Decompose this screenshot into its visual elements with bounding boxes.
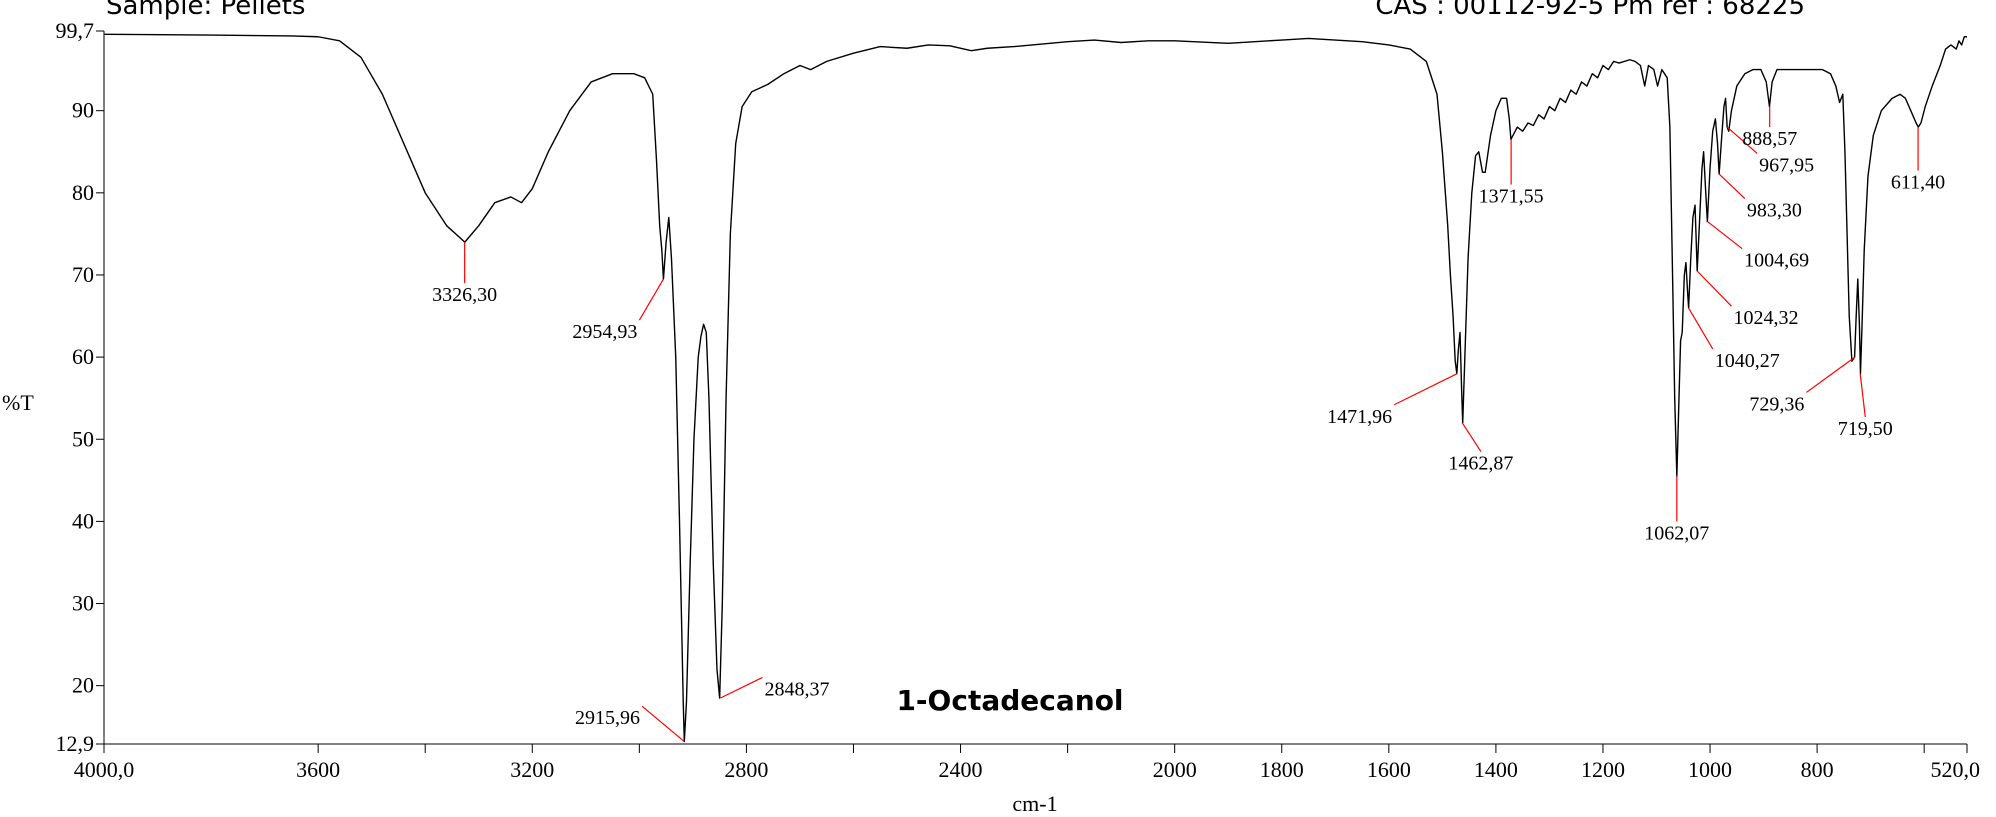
- peak-label: 1062,07: [1644, 522, 1709, 544]
- x-axis-label: cm-1: [1012, 791, 1057, 816]
- peak-label: 888,57: [1742, 128, 1797, 150]
- peak-label: 2848,37: [764, 678, 829, 700]
- y-tick-label: 80: [72, 180, 94, 205]
- x-tick-label: 1400: [1474, 757, 1518, 782]
- y-axis-ticks: 99,7 90 80 70 60 50 40 30 20 12,9: [56, 18, 104, 756]
- y-tick-label: 99,7: [56, 18, 95, 43]
- peak-label: 729,36: [1749, 393, 1804, 415]
- x-tick-label: 3200: [510, 757, 554, 782]
- x-tick-label: 2400: [939, 757, 983, 782]
- peak-label: 1471,96: [1327, 406, 1392, 428]
- peak-annotations: 3326,30 2954,93 2915,96 2848,37 1471,96 1462,…: [432, 106, 1945, 742]
- x-axis-ticks: 4000,0 3600 3200 2800 2400 2000 1800 1600 1400 12…: [74, 744, 1980, 782]
- peak-leader-line: [1806, 356, 1856, 393]
- peak-leader-line: [1707, 221, 1743, 250]
- y-tick-label: 20: [72, 673, 94, 698]
- y-tick-label: 40: [72, 508, 94, 533]
- x-tick-label: 2000: [1153, 757, 1197, 782]
- peak-leader-line: [720, 676, 763, 699]
- peak-leader-line: [1726, 126, 1758, 154]
- y-tick-label: 60: [72, 344, 94, 369]
- x-tick-label: 1200: [1581, 757, 1625, 782]
- peak-label: 3326,30: [432, 284, 497, 306]
- chart-title: 1-Octadecanol: [896, 684, 1123, 717]
- reference-label: CAS : 00112-92-5 Pm ref : 68225: [1375, 0, 1805, 21]
- peak-label: 983,30: [1747, 200, 1802, 222]
- peak-label: 611,40: [1891, 172, 1945, 194]
- y-tick-label: 70: [72, 262, 94, 287]
- x-tick-label: 1600: [1367, 757, 1411, 782]
- y-tick-label: 90: [72, 98, 94, 123]
- peak-label: 1462,87: [1448, 453, 1513, 475]
- spectrum-line: [103, 33, 1967, 743]
- x-tick-label: 4000,0: [74, 757, 135, 782]
- y-tick-label: 50: [72, 426, 94, 451]
- peak-label: 1040,27: [1715, 350, 1780, 372]
- peak-label: 1024,32: [1733, 307, 1798, 329]
- peak-label: 967,95: [1759, 154, 1814, 176]
- sample-label: Sample: Pellets: [106, 0, 305, 21]
- peak-leader-line: [1718, 173, 1746, 200]
- peak-leader-line: [1461, 422, 1482, 452]
- peak-label: 719,50: [1838, 418, 1893, 440]
- peak-leader-line: [1696, 270, 1732, 307]
- x-tick-label: 1000: [1688, 757, 1732, 782]
- peak-leader-line: [638, 278, 664, 321]
- x-tick-label: 520,0: [1931, 757, 1981, 782]
- x-tick-label: 1800: [1260, 757, 1304, 782]
- x-tick-label: 800: [1801, 757, 1834, 782]
- peak-leader-line: [1687, 307, 1714, 350]
- peak-leader-line: [1393, 372, 1458, 406]
- peak-leader-line: [641, 705, 685, 742]
- peak-label: 1371,55: [1479, 186, 1544, 208]
- peak-label: 1004,69: [1744, 250, 1809, 272]
- peak-label: 2954,93: [572, 321, 637, 343]
- x-tick-label: 2800: [724, 757, 768, 782]
- peak-label: 2915,96: [575, 707, 640, 729]
- y-axis-label: %T: [2, 390, 34, 415]
- x-tick-label: 3600: [296, 757, 340, 782]
- peak-leader-line: [1859, 373, 1866, 418]
- y-tick-label: 12,9: [56, 731, 95, 756]
- y-tick-label: 30: [72, 591, 94, 616]
